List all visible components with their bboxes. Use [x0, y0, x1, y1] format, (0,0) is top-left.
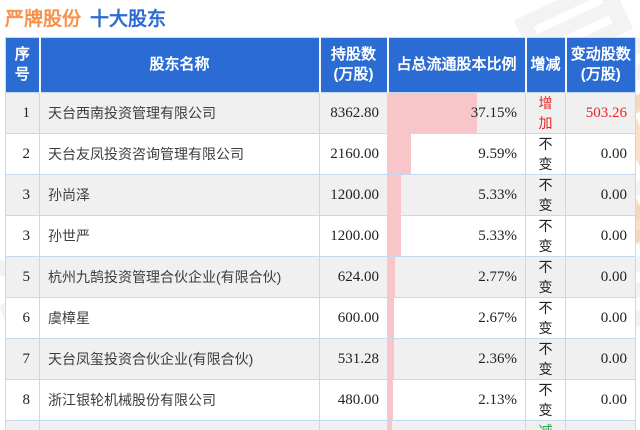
- shareholder-name-cell: 天台友凤投资咨询管理有限公司: [39, 133, 320, 175]
- change-direction-cell: 不变: [525, 215, 566, 257]
- change-amount-cell: 0.00: [565, 379, 636, 421]
- table-row: 6 虞樟星 600.00 2.67% 不变 0.00: [5, 297, 636, 339]
- rank-cell: 3: [5, 215, 40, 257]
- shareholders-table: 序号 股东名称 持股数 (万股) 占总流通股本比例 增减 变动股数 (万股) 1 天台西南投…: [5, 37, 636, 430]
- shares-held-cell: 600.00: [319, 297, 388, 339]
- shares-held-cell: 624.00: [319, 256, 388, 298]
- change-amount-cell: 0.00: [565, 174, 636, 216]
- shareholder-name-cell: 孙尚泽: [39, 174, 320, 216]
- change-direction-cell: 不变: [525, 174, 566, 216]
- pct-label: 5.33%: [478, 186, 517, 203]
- column-header: 占总流通股本比例: [387, 37, 527, 93]
- pct-of-float-cell: 2.67%: [387, 297, 526, 339]
- rank-cell: 1: [5, 92, 40, 134]
- pct-label: 2.67%: [478, 309, 517, 326]
- shares-held-cell: 330.07: [319, 420, 388, 430]
- change-amount-cell: 503.26: [565, 92, 636, 134]
- change-direction-cell: 不变: [525, 297, 566, 339]
- pct-label: 2.36%: [478, 350, 517, 367]
- change-direction-cell: 不变: [525, 338, 566, 380]
- rank-cell: 7: [5, 338, 40, 380]
- column-header: 变动股数 (万股): [565, 37, 636, 93]
- pct-of-float-cell: 5.33%: [387, 174, 526, 216]
- shareholder-name-cell: 浙江银轮机械股份有限公司: [39, 379, 320, 421]
- change-direction-cell: 增加: [525, 92, 566, 134]
- shareholder-name-cell: 天台凤玺投资合伙企业(有限合伙): [39, 338, 320, 380]
- pct-of-float-cell: 5.33%: [387, 215, 526, 257]
- rank-cell: 3: [5, 174, 40, 216]
- shares-held-cell: 8362.80: [319, 92, 388, 134]
- shareholder-name-cell: 徐升标: [39, 420, 320, 430]
- rank-cell: 2: [5, 133, 40, 175]
- table-row: 3 孙世严 1200.00 5.33% 不变 0.00: [5, 215, 636, 257]
- shareholder-name-cell: 孙世严: [39, 215, 320, 257]
- pct-bar: [388, 175, 401, 215]
- change-amount-cell: 0.00: [565, 215, 636, 257]
- shares-held-cell: 2160.00: [319, 133, 388, 175]
- table-row: 9徐升标330.071.47%减少-21.91: [5, 420, 636, 430]
- pct-label: 5.33%: [478, 227, 517, 244]
- change-amount-cell: -21.91: [565, 420, 636, 430]
- shareholder-name-cell: 虞樟星: [39, 297, 320, 339]
- table-row: 7 天台凤玺投资合伙企业(有限合伙) 531.28 2.36% 不变 0.00: [5, 338, 636, 380]
- change-direction-cell: 减少: [525, 420, 566, 430]
- pct-label: 2.77%: [478, 268, 517, 285]
- pct-of-float-cell: 2.36%: [387, 338, 526, 380]
- table-row: 5 杭州九鹄投资管理合伙企业(有限合伙) 624.00 2.77% 不变 0.00: [5, 256, 636, 298]
- rank-cell: 5: [5, 256, 40, 298]
- pct-of-float-cell: 37.15%: [387, 92, 526, 134]
- pct-label: 2.13%: [478, 391, 517, 408]
- pct-bar: [388, 257, 395, 297]
- rank-cell: 9: [5, 420, 40, 430]
- table-header-row: 序号 股东名称 持股数 (万股) 占总流通股本比例 增减 变动股数 (万股): [5, 37, 636, 93]
- pct-of-float-cell: 9.59%: [387, 133, 526, 175]
- shareholder-name-cell: 天台西南投资管理有限公司: [39, 92, 320, 134]
- change-direction-cell: 不变: [525, 256, 566, 298]
- pct-bar: [388, 216, 401, 256]
- shares-held-cell: 480.00: [319, 379, 388, 421]
- table-row: 3 孙尚泽 1200.00 5.33% 不变 0.00: [5, 174, 636, 216]
- pct-label: 9.59%: [478, 145, 517, 162]
- change-amount-cell: 0.00: [565, 133, 636, 175]
- table-row: 2 天台友凤投资咨询管理有限公司 2160.00 9.59% 不变 0.00: [5, 133, 636, 175]
- pct-bar: [388, 298, 395, 338]
- pct-bar: [388, 380, 394, 420]
- shares-held-cell: 531.28: [319, 338, 388, 380]
- change-amount-cell: 0.00: [565, 297, 636, 339]
- change-direction-cell: 不变: [525, 133, 566, 175]
- pct-bar: [388, 134, 411, 174]
- pct-label: 37.15%: [470, 104, 517, 121]
- shares-held-cell: 1200.00: [319, 174, 388, 216]
- change-amount-cell: 0.00: [565, 338, 636, 380]
- column-header: 序号: [5, 37, 41, 93]
- rank-cell: 6: [5, 297, 40, 339]
- column-header: 增减: [525, 37, 567, 93]
- change-amount-cell: 0.00: [565, 256, 636, 298]
- shares-held-cell: 1200.00: [319, 215, 388, 257]
- column-header: 持股数 (万股): [319, 37, 389, 93]
- table-row: 8 浙江银轮机械股份有限公司 480.00 2.13% 不变 0.00: [5, 379, 636, 421]
- pct-bar: [388, 421, 392, 430]
- stock-name-label: 严牌股份: [5, 9, 82, 30]
- title-suffix-label: 十大股东: [90, 9, 167, 30]
- shareholder-name-cell: 杭州九鹄投资管理合伙企业(有限合伙): [39, 256, 320, 298]
- pct-bar: [388, 339, 394, 379]
- change-direction-cell: 不变: [525, 379, 566, 421]
- rank-cell: 8: [5, 379, 40, 421]
- pct-of-float-cell: 2.13%: [387, 379, 526, 421]
- pct-bar: [388, 93, 478, 133]
- table-row: 1 天台西南投资管理有限公司 8362.80 37.15% 增加 503.26: [5, 92, 636, 134]
- pct-of-float-cell: 2.77%: [387, 256, 526, 298]
- page-title: 严牌股份 十大股东: [0, 0, 640, 37]
- pct-of-float-cell: 1.47%: [387, 420, 526, 430]
- column-header: 股东名称: [39, 37, 321, 93]
